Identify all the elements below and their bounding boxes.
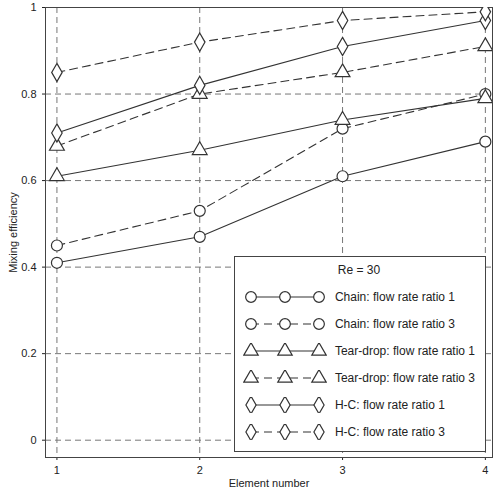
svg-text:0.8: 0.8 bbox=[21, 88, 36, 100]
svg-text:0.6: 0.6 bbox=[21, 174, 36, 186]
html-text:Chain: flow rate ratio 3: Chain: flow rate ratio 3 bbox=[334, 316, 455, 331]
svg-text:0.2: 0.2 bbox=[21, 347, 36, 359]
svg-text:1: 1 bbox=[54, 464, 60, 476]
svg-text:0.4: 0.4 bbox=[21, 261, 36, 273]
html-text:Re = 30: Re = 30 bbox=[337, 263, 381, 277]
html-text:Chain: flow rate ratio 1: Chain: flow rate ratio 1 bbox=[334, 289, 455, 304]
svg-text:3: 3 bbox=[339, 464, 345, 476]
svg-text:0: 0 bbox=[30, 434, 36, 446]
svg-text:Element number: Element number bbox=[229, 477, 310, 488]
html-text:Tear-drop: flow rate ratio 1: Tear-drop: flow rate ratio 1 bbox=[334, 343, 475, 358]
html-text:Tear-drop: flow rate ratio 3: Tear-drop: flow rate ratio 3 bbox=[334, 370, 475, 385]
svg-text:1: 1 bbox=[30, 1, 36, 13]
svg-text:2: 2 bbox=[197, 464, 203, 476]
svg-text:Mixing efficiency: Mixing efficiency bbox=[7, 192, 19, 273]
html-text:H-C: flow rate ratio 3: H-C: flow rate ratio 3 bbox=[334, 424, 445, 439]
html-text:H-C: flow rate ratio 1: H-C: flow rate ratio 1 bbox=[334, 397, 445, 412]
svg-text:4: 4 bbox=[482, 464, 488, 476]
